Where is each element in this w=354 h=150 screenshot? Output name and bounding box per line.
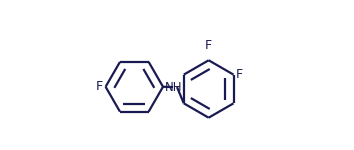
Text: NH: NH [165, 81, 183, 94]
Text: F: F [236, 68, 243, 81]
Text: F: F [205, 39, 212, 52]
Text: F: F [96, 80, 103, 93]
